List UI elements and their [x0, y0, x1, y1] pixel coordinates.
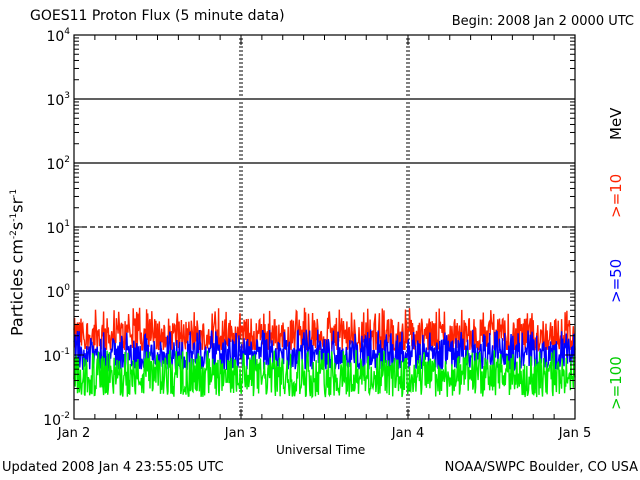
y-tick-label-3: 101 — [46, 219, 70, 237]
x-axis-label: Universal Time — [276, 443, 366, 457]
y-tick-label-6: 104 — [46, 27, 70, 45]
series-line-2 — [73, 350, 576, 399]
x-tick-label-1: Jan 3 — [224, 426, 257, 441]
y-tick-label-2: 100 — [46, 283, 70, 301]
x-tick-label-3: Jan 5 — [558, 426, 591, 441]
updated-time: Updated 2008 Jan 4 23:55:05 UTC — [2, 460, 224, 475]
x-tick-label-2: Jan 4 — [391, 426, 424, 441]
y-tick-label-1: 10-1 — [43, 347, 70, 365]
begin-time: Begin: 2008 Jan 2 0000 UTC — [451, 14, 634, 29]
credit-text: NOAA/SWPC Boulder, CO USA — [444, 460, 638, 475]
x-tick-label-0: Jan 2 — [57, 426, 90, 441]
y-tick-label-0: 10-2 — [43, 411, 70, 429]
y-tick-label-5: 103 — [46, 91, 70, 109]
y-tick-label-4: 102 — [46, 155, 70, 173]
chart-title: GOES11 Proton Flux (5 minute data) — [30, 8, 285, 24]
